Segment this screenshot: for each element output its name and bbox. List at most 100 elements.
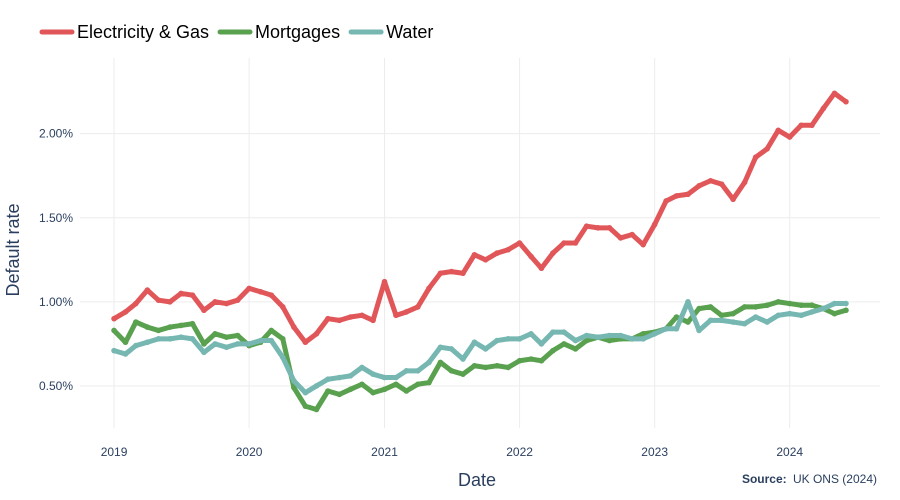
data-point-mortgages[interactable] <box>606 337 613 344</box>
data-point-mortgages[interactable] <box>843 307 849 314</box>
data-point-electricity-gas[interactable] <box>302 339 309 346</box>
data-point-mortgages[interactable] <box>393 381 399 388</box>
data-point-electricity-gas[interactable] <box>685 191 691 198</box>
data-point-water[interactable] <box>313 383 320 389</box>
data-point-electricity-gas[interactable] <box>752 154 759 161</box>
data-point-electricity-gas[interactable] <box>347 314 354 320</box>
data-point-water[interactable] <box>685 299 691 305</box>
data-point-electricity-gas[interactable] <box>718 181 725 187</box>
data-point-mortgages[interactable] <box>538 357 545 364</box>
data-point-electricity-gas[interactable] <box>393 312 399 319</box>
data-point-electricity-gas[interactable] <box>460 270 466 277</box>
data-point-water[interactable] <box>707 317 714 324</box>
data-point-water[interactable] <box>234 341 241 347</box>
data-point-water[interactable] <box>189 336 196 342</box>
data-point-water[interactable] <box>178 334 184 340</box>
data-point-water[interactable] <box>764 319 770 325</box>
data-point-water[interactable] <box>393 374 399 381</box>
data-point-electricity-gas[interactable] <box>550 250 556 256</box>
data-point-electricity-gas[interactable] <box>741 179 748 186</box>
data-point-electricity-gas[interactable] <box>313 331 320 337</box>
data-point-water[interactable] <box>730 319 736 325</box>
data-point-mortgages[interactable] <box>572 346 579 352</box>
data-point-water[interactable] <box>494 337 500 344</box>
data-point-electricity-gas[interactable] <box>359 312 365 319</box>
data-point-electricity-gas[interactable] <box>798 122 804 129</box>
data-point-electricity-gas[interactable] <box>786 134 793 140</box>
data-point-mortgages[interactable] <box>426 379 432 386</box>
data-point-water[interactable] <box>831 300 838 307</box>
data-point-electricity-gas[interactable] <box>629 231 635 238</box>
data-point-mortgages[interactable] <box>336 391 343 398</box>
data-point-water[interactable] <box>775 312 782 319</box>
data-point-electricity-gas[interactable] <box>505 246 511 253</box>
data-point-water[interactable] <box>663 325 669 332</box>
data-point-mortgages[interactable] <box>685 319 691 325</box>
data-point-electricity-gas[interactable] <box>426 285 432 292</box>
data-point-mortgages[interactable] <box>415 381 421 388</box>
data-point-mortgages[interactable] <box>403 388 410 394</box>
data-point-mortgages[interactable] <box>471 362 478 369</box>
data-point-electricity-gas[interactable] <box>144 287 151 293</box>
data-point-electricity-gas[interactable] <box>415 304 421 310</box>
data-point-water[interactable] <box>843 300 849 307</box>
data-point-electricity-gas[interactable] <box>730 196 736 203</box>
data-point-mortgages[interactable] <box>381 386 388 393</box>
data-point-electricity-gas[interactable] <box>381 278 388 285</box>
data-point-water[interactable] <box>370 371 376 377</box>
data-point-mortgages[interactable] <box>786 300 793 307</box>
data-point-mortgages[interactable] <box>707 304 714 310</box>
data-point-electricity-gas[interactable] <box>122 309 129 315</box>
data-point-mortgages[interactable] <box>561 341 567 347</box>
data-point-electricity-gas[interactable] <box>167 299 173 305</box>
data-point-mortgages[interactable] <box>809 302 815 309</box>
data-point-electricity-gas[interactable] <box>640 241 646 248</box>
data-point-water[interactable] <box>696 327 702 334</box>
data-point-electricity-gas[interactable] <box>111 315 117 322</box>
data-point-electricity-gas[interactable] <box>279 304 286 310</box>
data-point-mortgages[interactable] <box>673 314 680 320</box>
data-point-water[interactable] <box>516 336 523 342</box>
data-point-mortgages[interactable] <box>775 299 782 305</box>
data-point-electricity-gas[interactable] <box>482 257 489 263</box>
data-point-water[interactable] <box>595 334 601 340</box>
data-point-water[interactable] <box>471 339 478 346</box>
data-point-electricity-gas[interactable] <box>246 285 252 292</box>
data-point-mortgages[interactable] <box>831 310 838 317</box>
data-point-water[interactable] <box>673 325 680 332</box>
data-point-mortgages[interactable] <box>448 368 455 374</box>
data-point-mortgages[interactable] <box>111 327 117 334</box>
data-point-water[interactable] <box>291 378 297 384</box>
data-point-water[interactable] <box>279 354 286 361</box>
data-point-water[interactable] <box>820 305 827 312</box>
data-point-water[interactable] <box>572 337 579 344</box>
data-point-water[interactable] <box>302 389 309 396</box>
data-point-electricity-gas[interactable] <box>437 270 444 277</box>
data-point-electricity-gas[interactable] <box>764 146 770 152</box>
data-point-mortgages[interactable] <box>482 364 489 371</box>
data-point-water[interactable] <box>448 346 455 352</box>
data-point-electricity-gas[interactable] <box>336 317 343 324</box>
data-point-mortgages[interactable] <box>437 359 444 366</box>
data-point-water[interactable] <box>606 332 613 339</box>
data-point-water[interactable] <box>144 339 151 346</box>
data-point-water[interactable] <box>629 336 635 342</box>
data-point-mortgages[interactable] <box>234 332 241 339</box>
data-point-mortgages[interactable] <box>178 322 184 329</box>
legend-item-electricity-gas[interactable]: Electricity & Gas <box>39 22 209 42</box>
data-point-mortgages[interactable] <box>516 357 523 364</box>
data-point-electricity-gas[interactable] <box>268 292 275 298</box>
data-point-water[interactable] <box>201 349 207 356</box>
data-point-mortgages[interactable] <box>752 304 759 310</box>
data-point-mortgages[interactable] <box>528 356 534 362</box>
data-point-mortgages[interactable] <box>370 389 376 396</box>
data-point-water[interactable] <box>155 336 162 342</box>
data-point-electricity-gas[interactable] <box>494 250 500 256</box>
data-point-water[interactable] <box>651 331 658 337</box>
data-point-electricity-gas[interactable] <box>651 221 658 228</box>
data-point-water[interactable] <box>347 373 354 379</box>
data-point-water[interactable] <box>786 310 793 317</box>
data-point-mortgages[interactable] <box>325 388 331 394</box>
data-point-mortgages[interactable] <box>133 319 139 325</box>
data-point-mortgages[interactable] <box>359 381 365 388</box>
